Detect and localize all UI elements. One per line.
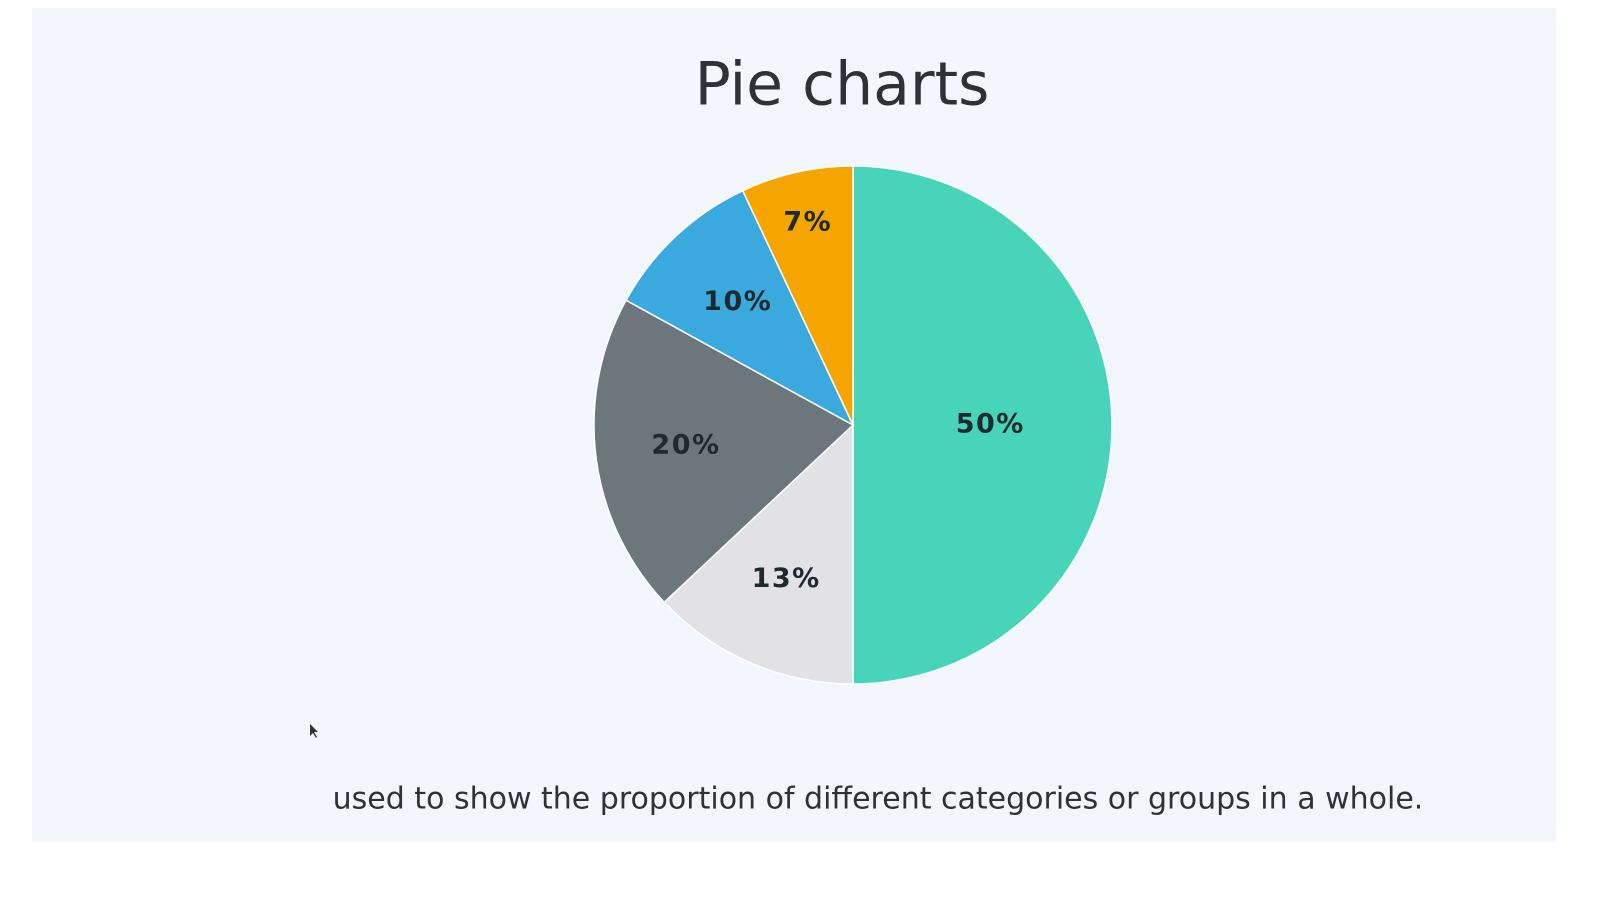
slice-label: 50% <box>956 409 1025 440</box>
slice-label: 7% <box>783 206 832 237</box>
pie-slice <box>625 189 855 427</box>
slice-label: 13% <box>752 563 821 594</box>
pie: 50% 13% 20% 10% 7% <box>593 165 1113 685</box>
pie-slice <box>852 165 1113 685</box>
slice-label: 10% <box>703 286 772 317</box>
pie-slice <box>741 165 854 426</box>
pie-slice <box>593 299 855 604</box>
mouse-cursor <box>310 724 318 738</box>
slice-label: 20% <box>651 430 720 461</box>
chart-title: Pie charts <box>695 50 990 120</box>
pie-slice <box>663 423 854 685</box>
caption: used to show the proportion of different… <box>333 782 1424 817</box>
